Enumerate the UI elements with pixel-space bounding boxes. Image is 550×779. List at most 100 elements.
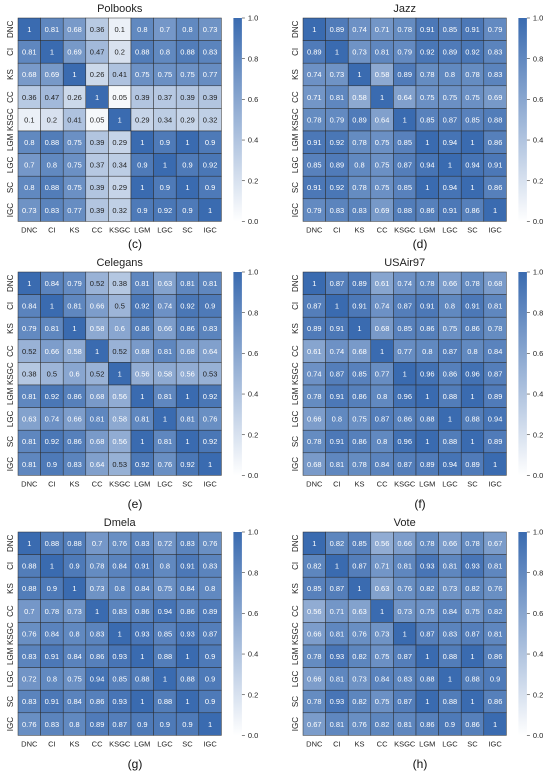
panel-title: Polbooks <box>97 3 143 15</box>
row-tick-label: DNC <box>6 20 15 38</box>
cell-value-label: 0.81 <box>90 415 105 424</box>
subfigure-label: (f) <box>414 497 425 511</box>
cell-value-label: 0.78 <box>352 138 367 147</box>
cell-value-label: 0.64 <box>90 460 105 469</box>
row-tick-label: SC <box>291 436 300 447</box>
cell-value-label: 0.92 <box>158 206 173 215</box>
colorbar-tick-label: 0.2 <box>533 176 543 185</box>
cell-value-label: 1 <box>140 697 144 706</box>
cell-value-label: 0.88 <box>420 415 435 424</box>
cell-value-label: 0.91 <box>307 183 322 192</box>
cell-value-label: 0.81 <box>22 392 37 401</box>
cell-value-label: 0.8 <box>47 675 57 684</box>
cell-value-label: 0.83 <box>45 206 60 215</box>
cell-value-label: 0.79 <box>22 324 37 333</box>
cell-value-label: 0.78 <box>465 70 480 79</box>
cell-value-label: 0.89 <box>330 25 345 34</box>
cell-value-label: 0.82 <box>352 652 367 661</box>
cell-value-label: 0.75 <box>465 93 480 102</box>
cell-value-label: 0.9 <box>160 720 170 729</box>
cell-value-label: 0.87 <box>397 161 412 170</box>
cell-value-label: 0.8 <box>332 415 342 424</box>
cell-value-label: 0.83 <box>67 460 82 469</box>
cell-value-label: 0.87 <box>397 652 412 661</box>
cell-value-label: 0.87 <box>330 584 345 593</box>
cell-value-label: 0.87 <box>420 629 435 638</box>
cell-value-label: 0.7 <box>24 161 34 170</box>
cell-value-label: 0.88 <box>420 675 435 684</box>
cell-value-label: 0.75 <box>465 607 480 616</box>
heatmap-panel-jazz: Jazz 1 0.89 0.74 0.71 0.78 0.91 0.85 0.91 0.79 0.8… <box>291 3 543 251</box>
cell-value-label: 0.78 <box>307 115 322 124</box>
column-tick-label: LGC <box>157 225 173 234</box>
cell-value-label: 0.83 <box>352 206 367 215</box>
cell-value-label: 0.52 <box>112 347 127 356</box>
cell-value-label: 0.69 <box>67 48 82 57</box>
cell-value-label: 0.91 <box>330 392 345 401</box>
cell-value-label: 0.86 <box>443 369 458 378</box>
cell-value-label: 0.88 <box>135 675 150 684</box>
row-tick-label: IGC <box>291 717 300 731</box>
heatmap-cell <box>198 198 222 222</box>
column-tick-label: LGC <box>442 739 458 748</box>
cell-value-label: 0.82 <box>352 697 367 706</box>
subfigure-label: (g) <box>128 757 143 771</box>
colorbar-tick-label: 0.0 <box>248 471 258 480</box>
cell-value-label: 0.82 <box>420 584 435 593</box>
cell-value-label: 0.61 <box>307 347 322 356</box>
cell-value-label: 0.8 <box>24 183 34 192</box>
column-tick-label: CC <box>92 479 103 488</box>
cell-value-label: 0.84 <box>112 562 127 571</box>
row-tick-label: KS <box>291 583 300 594</box>
cell-value-label: 0.68 <box>488 279 503 288</box>
cell-value-label: 0.93 <box>465 562 480 571</box>
cell-value-label: 0.81 <box>397 562 412 571</box>
cell-value-label: 0.88 <box>465 675 480 684</box>
cell-value-label: 0.9 <box>182 720 192 729</box>
cell-value-label: 0.91 <box>352 302 367 311</box>
cell-value-label: 1 <box>185 138 189 147</box>
cell-value-label: 0.83 <box>443 629 458 638</box>
colorbar-tick-label: 1.0 <box>533 268 543 277</box>
cell-value-label: 0.86 <box>90 652 105 661</box>
cell-value-label: 0.68 <box>352 347 367 356</box>
cell-value-label: 0.87 <box>465 629 480 638</box>
cell-value-label: 1 <box>185 697 189 706</box>
column-tick-label: IGC <box>203 225 217 234</box>
cell-value-label: 0.87 <box>203 629 218 638</box>
cell-value-label: 0.84 <box>45 279 60 288</box>
cell-value-label: 1 <box>95 607 99 616</box>
colorbar-tick-label: 0.6 <box>248 95 258 104</box>
cell-value-label: 0.91 <box>420 302 435 311</box>
cell-value-label: 0.91 <box>330 437 345 446</box>
cell-value-label: 0.53 <box>112 460 127 469</box>
column-tick-label: IGC <box>488 739 502 748</box>
cell-value-label: 0.71 <box>375 25 390 34</box>
colorbar-tick-label: 0.6 <box>248 609 258 618</box>
cell-value-label: 0.58 <box>158 369 173 378</box>
cell-value-label: 0.89 <box>465 460 480 469</box>
colorbar-tick-label: 1.0 <box>248 528 258 537</box>
cell-value-label: 0.29 <box>112 183 127 192</box>
cell-value-label: 0.88 <box>135 48 150 57</box>
colorbar-tick-label: 0.2 <box>248 690 258 699</box>
cell-value-label: 0.94 <box>443 460 458 469</box>
cell-value-label: 0.89 <box>90 720 105 729</box>
cell-value-label: 0.74 <box>307 70 322 79</box>
row-tick-label: CI <box>6 562 15 570</box>
row-tick-label: CI <box>6 302 15 310</box>
cell-value-label: 1 <box>357 584 361 593</box>
cell-value-label: 0.73 <box>203 25 218 34</box>
row-tick-label: KS <box>6 69 15 80</box>
cell-value-label: 0.75 <box>67 183 82 192</box>
cell-value-label: 0.78 <box>307 697 322 706</box>
colorbar-tick-label: 0.0 <box>533 471 543 480</box>
cell-value-label: 0.56 <box>375 539 390 548</box>
cell-value-label: 0.29 <box>112 138 127 147</box>
colorbar-tick-label: 0.4 <box>533 650 543 659</box>
cell-value-label: 0.73 <box>397 607 412 616</box>
cell-value-label: 0.9 <box>47 584 57 593</box>
colorbar-tick-label: 0.0 <box>248 217 258 226</box>
cell-value-label: 0.66 <box>307 415 322 424</box>
cell-value-label: 0.82 <box>307 562 322 571</box>
